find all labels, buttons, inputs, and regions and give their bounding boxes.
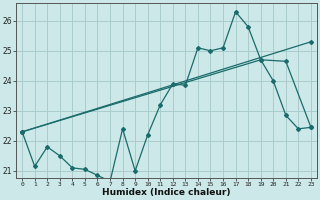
X-axis label: Humidex (Indice chaleur): Humidex (Indice chaleur) [102,188,231,197]
